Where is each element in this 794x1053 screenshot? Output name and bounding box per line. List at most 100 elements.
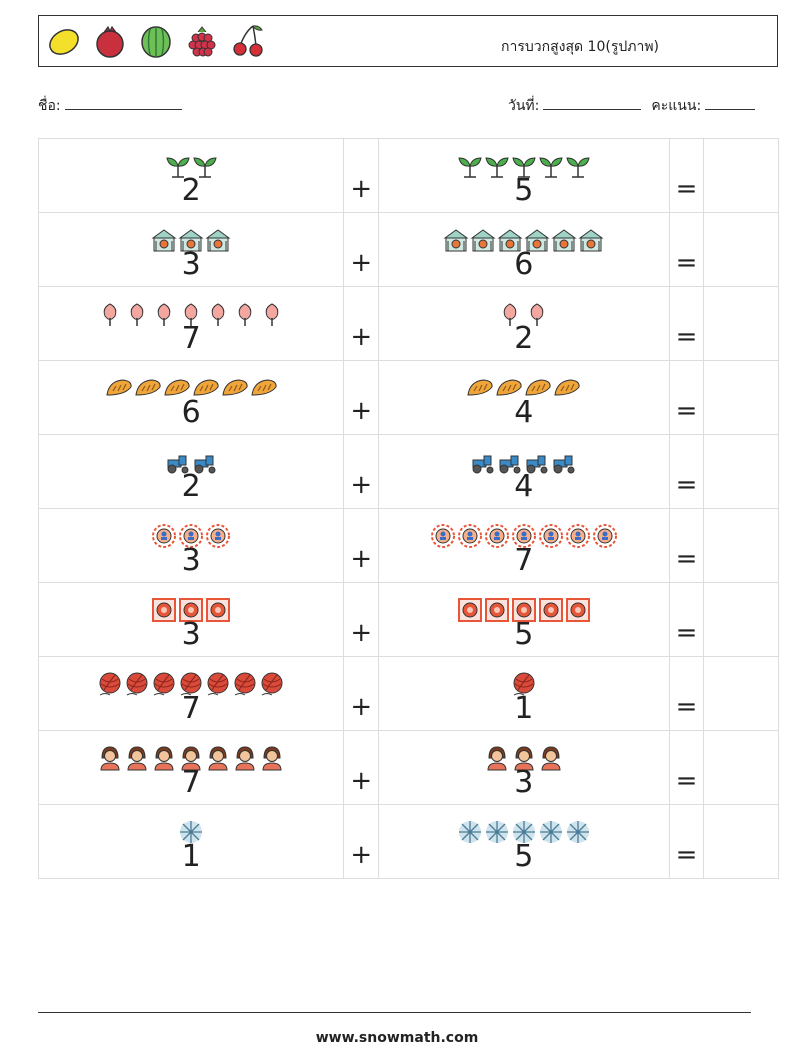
target-badge-icon	[484, 523, 510, 549]
equals-cell: =	[668, 656, 705, 731]
answer-cell[interactable]	[703, 360, 779, 435]
bread-icon	[134, 375, 162, 401]
operand-a-cell: 3	[37, 508, 345, 583]
problem-row: 7 +2 =	[37, 286, 779, 361]
operand-a-number: 7	[181, 321, 201, 356]
operand-b-cell: 5	[378, 804, 670, 879]
equals-cell: =	[668, 286, 705, 361]
operand-b-number: 5	[514, 173, 534, 208]
icon-group	[379, 445, 668, 475]
equals-sign: =	[675, 396, 698, 426]
icon-group	[379, 297, 668, 327]
equals-sign: =	[675, 322, 698, 352]
equals-sign: =	[675, 248, 698, 278]
operand-a-cell: 2	[37, 138, 345, 213]
operand-a-cell: 3	[37, 212, 345, 287]
lemon-icon	[49, 29, 79, 55]
problem-row: 2 +5 =	[37, 138, 779, 213]
answer-cell[interactable]	[703, 804, 779, 879]
date-blank[interactable]	[543, 95, 642, 110]
bread-icon	[524, 375, 552, 401]
plus-cell: +	[343, 360, 380, 435]
operand-b-cell: 5	[378, 582, 670, 657]
problem-table: 2 +5 = 3 +6 = 7 +2 = 6 +4 = 2 +4 = 3 +7 = 3 +5 = 7 +1 = 7 +3 = 1 +5 =	[37, 138, 779, 879]
sprout-icon	[565, 153, 591, 179]
snowflake-icon	[178, 819, 204, 845]
girl-icon	[484, 745, 510, 771]
answer-cell[interactable]	[703, 138, 779, 213]
icon-group	[39, 149, 343, 179]
greenhouse-icon	[178, 227, 204, 253]
operand-a-number: 7	[181, 765, 201, 800]
target-badge-icon	[457, 523, 483, 549]
operand-a-cell: 6	[37, 360, 345, 435]
framed-target-icon	[178, 597, 204, 623]
operand-b-number: 5	[514, 617, 534, 652]
plus-sign: +	[350, 618, 373, 648]
watermelon-icon	[141, 26, 171, 58]
answer-cell[interactable]	[703, 434, 779, 509]
problem-row: 3 +6 =	[37, 212, 779, 287]
score-blank[interactable]	[705, 95, 756, 110]
operand-a-cell: 7	[37, 730, 345, 805]
operand-a-cell: 7	[37, 286, 345, 361]
framed-target-icon	[511, 597, 537, 623]
operand-a-number: 6	[181, 395, 201, 430]
plus-sign: +	[350, 248, 373, 278]
yarn-ball-icon	[259, 671, 285, 697]
pomegranate-icon	[96, 25, 124, 58]
problem-row: 7 +1 =	[37, 656, 779, 731]
plus-cell: +	[343, 138, 380, 213]
operand-b-cell: 1	[378, 656, 670, 731]
equals-sign: =	[675, 618, 698, 648]
operand-b-number: 3	[514, 765, 534, 800]
snowflake-icon	[565, 819, 591, 845]
tractor-icon	[524, 453, 550, 475]
framed-target-icon	[151, 597, 177, 623]
date-label: วันที่:	[508, 98, 540, 114]
plus-sign: +	[350, 544, 373, 574]
equals-sign: =	[675, 692, 698, 722]
name-blank[interactable]	[64, 95, 182, 110]
bread-icon	[495, 375, 523, 401]
operand-b-cell: 4	[378, 360, 670, 435]
answer-cell[interactable]	[703, 656, 779, 731]
score-label: คะแนน:	[651, 98, 702, 114]
icon-group	[39, 519, 343, 549]
sprout-icon	[484, 153, 510, 179]
operand-b-number: 7	[514, 543, 534, 578]
equals-sign: =	[675, 174, 698, 204]
bread-icon	[105, 375, 133, 401]
operand-a-number: 2	[181, 173, 201, 208]
icon-group	[379, 593, 668, 623]
sprout-icon	[165, 153, 191, 179]
equals-sign: =	[675, 470, 698, 500]
problem-row: 2 +4 =	[37, 434, 779, 509]
cherry-icon	[233, 25, 263, 57]
girl-icon	[259, 745, 285, 771]
answer-cell[interactable]	[703, 730, 779, 805]
girl-icon	[538, 745, 564, 771]
answer-cell[interactable]	[703, 582, 779, 657]
yarn-ball-icon	[511, 671, 537, 697]
operand-b-cell: 4	[378, 434, 670, 509]
plus-cell: +	[343, 582, 380, 657]
girl-icon	[124, 745, 150, 771]
bread-icon	[163, 375, 191, 401]
raspberry-icon	[188, 26, 216, 57]
answer-cell[interactable]	[703, 286, 779, 361]
target-badge-icon	[205, 523, 231, 549]
footer-divider	[38, 1012, 751, 1013]
answer-cell[interactable]	[703, 508, 779, 583]
worksheet-title: การบวกสูงสุด 10(รูปภาพ)	[501, 39, 660, 55]
girl-icon	[151, 745, 177, 771]
problem-row: 3 +7 =	[37, 508, 779, 583]
girl-icon	[232, 745, 258, 771]
target-badge-icon	[178, 523, 204, 549]
answer-cell[interactable]	[703, 212, 779, 287]
yarn-ball-icon	[97, 671, 123, 697]
icon-group	[379, 815, 668, 845]
operand-a-number: 3	[181, 247, 201, 282]
worksheet-header: การบวกสูงสุด 10(รูปภาพ)	[38, 15, 778, 67]
yarn-ball-icon	[151, 671, 177, 697]
